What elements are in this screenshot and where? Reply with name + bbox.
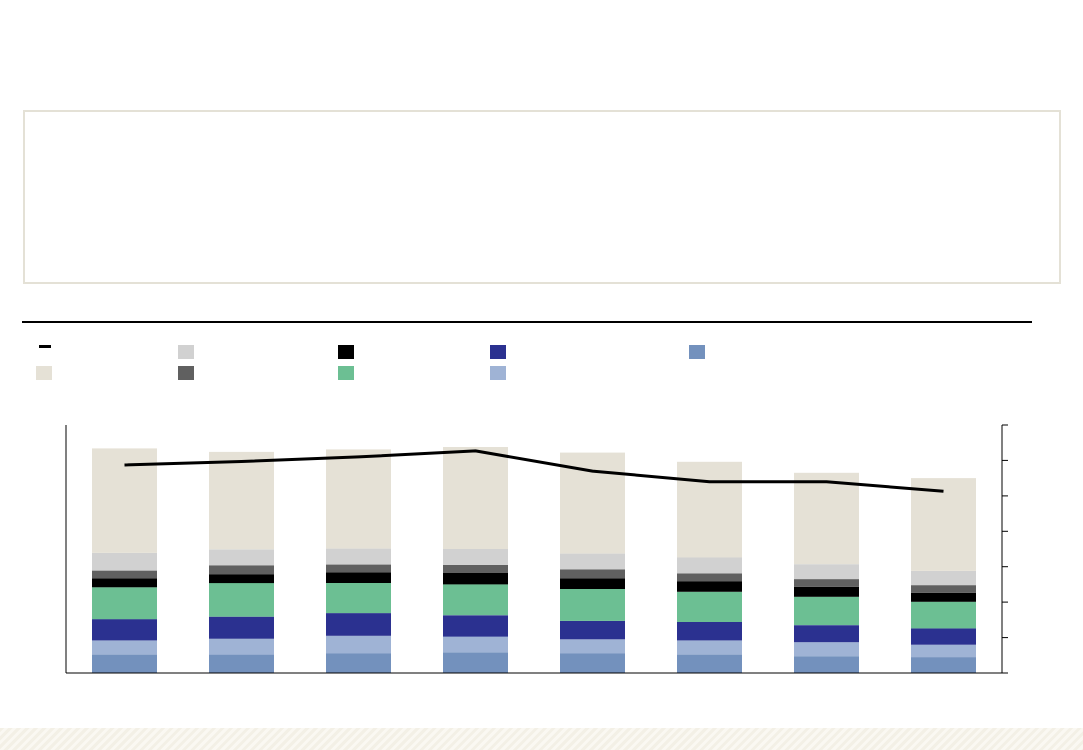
bar-segment-6-series-6	[677, 573, 742, 582]
bar-segment-5-series-6	[560, 569, 625, 579]
bar-segment-6-series-1	[677, 654, 742, 673]
bar-segment-8-series-6	[911, 585, 976, 593]
bar-segment-2-series-6	[209, 565, 274, 575]
legend-swatch-line	[39, 345, 51, 348]
bar-segment-5-series-2	[560, 639, 625, 654]
legend-swatch-navy	[490, 345, 506, 359]
bar-segment-1-series-6	[92, 570, 157, 579]
legend-item-navy	[490, 345, 506, 359]
bar-segment-3-series-2	[326, 635, 391, 654]
bar-segment-5-series-8	[560, 452, 625, 554]
legend-item-black	[338, 345, 354, 359]
bar-segment-6-series-2	[677, 640, 742, 655]
bar-segment-3-series-3	[326, 613, 391, 636]
bar-segment-8-series-4	[911, 601, 976, 629]
bar-segment-3-series-4	[326, 583, 391, 614]
bar-segment-4-series-3	[443, 615, 508, 637]
bar-segment-7-series-8	[794, 472, 859, 565]
bar-segment-1-series-3	[92, 619, 157, 641]
bar-segment-1-series-2	[92, 640, 157, 655]
bar-segment-7-series-7	[794, 564, 859, 580]
text-panel	[23, 110, 1061, 284]
legend-swatch-steel-blue	[689, 345, 705, 359]
bar-segment-8-series-2	[911, 644, 976, 658]
legend-item-steel-blue	[689, 345, 705, 359]
bar-segment-5-series-7	[560, 553, 625, 570]
bar-segment-1-series-4	[92, 587, 157, 620]
bar-segment-4-series-1	[443, 652, 508, 673]
bar-segment-3-series-5	[326, 572, 391, 583]
bar-segment-8-series-8	[911, 478, 976, 571]
legend-item-green	[338, 366, 354, 380]
bar-segment-7-series-2	[794, 642, 859, 657]
footer-band	[0, 728, 1083, 750]
legend-swatch-light-blue	[490, 366, 506, 380]
bar-segment-2-series-3	[209, 616, 274, 639]
bar-segment-1-series-1	[92, 654, 157, 673]
bar-segment-3-series-6	[326, 564, 391, 573]
bar-segment-4-series-2	[443, 636, 508, 653]
bar-segment-6-series-8	[677, 461, 742, 558]
legend-item-line	[37, 345, 53, 348]
legend-swatch-light-gray	[178, 345, 194, 359]
bar-segment-6-series-4	[677, 591, 742, 622]
legend-item-light-blue	[490, 366, 506, 380]
bar-segment-4-series-4	[443, 584, 508, 616]
bar-segment-3-series-7	[326, 548, 391, 565]
bar-segment-7-series-1	[794, 656, 859, 673]
legend-swatch-dark-gray	[178, 366, 194, 380]
bar-segment-7-series-6	[794, 579, 859, 587]
legend-swatch-black	[338, 345, 354, 359]
bar-segment-2-series-8	[209, 451, 274, 550]
bar-segment-4-series-6	[443, 564, 508, 573]
legend-item-beige	[36, 366, 52, 380]
chart-top-rule	[22, 321, 1032, 323]
bar-segment-5-series-3	[560, 620, 625, 640]
bar-segment-6-series-3	[677, 622, 742, 641]
bar-segment-2-series-4	[209, 583, 274, 617]
bar-segment-7-series-3	[794, 625, 859, 643]
legend-swatch-beige	[36, 366, 52, 380]
legend-swatch-green	[338, 366, 354, 380]
bar-segment-2-series-1	[209, 654, 274, 673]
bar-segment-8-series-5	[911, 592, 976, 602]
bar-segment-5-series-4	[560, 589, 625, 621]
bar-segment-3-series-8	[326, 449, 391, 549]
bar-segment-1-series-5	[92, 578, 157, 588]
bar-segment-8-series-3	[911, 628, 976, 645]
bar-segment-6-series-5	[677, 581, 742, 592]
bar-segment-2-series-5	[209, 574, 274, 584]
bar-segment-3-series-1	[326, 653, 391, 673]
bar-segment-8-series-1	[911, 657, 976, 673]
bar-segment-7-series-4	[794, 596, 859, 626]
bar-segment-2-series-2	[209, 638, 274, 655]
bar-segment-4-series-7	[443, 549, 508, 565]
legend-item-dark-gray	[178, 366, 194, 380]
bar-segment-1-series-7	[92, 552, 157, 571]
bar-segment-5-series-5	[560, 578, 625, 589]
bar-segment-4-series-8	[443, 447, 508, 549]
bar-segment-7-series-5	[794, 586, 859, 597]
bar-segment-2-series-7	[209, 549, 274, 566]
bar-segment-6-series-7	[677, 557, 742, 574]
bar-segment-4-series-5	[443, 572, 508, 585]
bar-segment-8-series-7	[911, 571, 976, 586]
line-series	[124, 449, 944, 493]
legend-item-light-gray	[178, 345, 194, 359]
bar-segment-5-series-1	[560, 653, 625, 673]
